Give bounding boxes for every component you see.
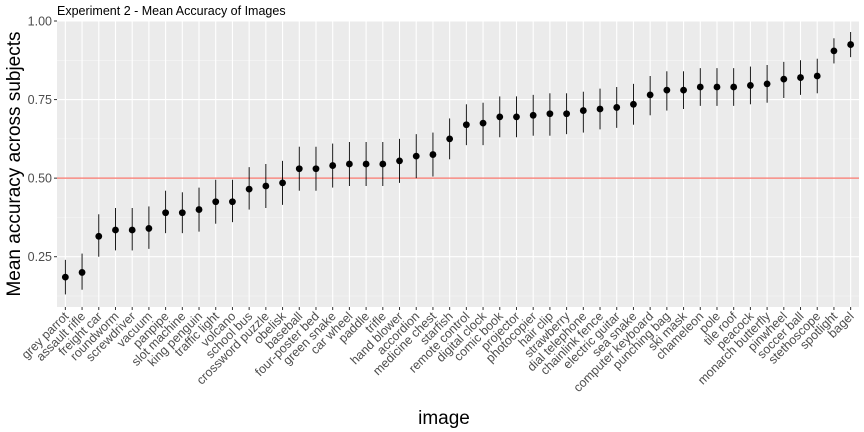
data-point: [229, 198, 236, 206]
y-axis-title: Mean accuracy across subjects: [4, 31, 25, 296]
data-point: [696, 83, 704, 91]
data-point: [780, 75, 788, 83]
data-point: [496, 113, 504, 121]
data-point: [529, 111, 537, 119]
data-point: [680, 86, 687, 94]
data-point: [513, 113, 520, 121]
data-point: [61, 273, 69, 281]
data-point: [128, 226, 136, 234]
data-point: [663, 86, 671, 94]
y-tick-label: 0.25: [28, 250, 52, 264]
data-point: [95, 232, 103, 240]
data-point: [145, 225, 153, 232]
data-point: [630, 100, 637, 108]
data-point: [412, 152, 420, 160]
data-points: [61, 41, 855, 281]
data-point: [613, 104, 621, 111]
data-point: [279, 179, 286, 187]
data-point: [813, 72, 821, 80]
data-point: [362, 160, 370, 168]
data-point: [195, 206, 203, 213]
data-point: [713, 83, 721, 91]
data-point: [730, 83, 738, 91]
data-point: [178, 209, 186, 217]
data-point: [797, 74, 804, 81]
data-point: [396, 157, 403, 165]
y-tick-label: 1.00: [28, 15, 52, 29]
data-point: [212, 198, 220, 206]
data-point: [646, 91, 654, 99]
plot-panel: [57, 21, 859, 307]
data-point: [830, 47, 838, 55]
y-tick-label: 0.50: [28, 172, 52, 186]
minor-gridlines: [57, 59, 859, 297]
data-point: [763, 80, 771, 88]
y-axis: 0.25 0.50 0.75 1.00: [28, 15, 57, 264]
data-point: [462, 121, 470, 129]
data-point: [379, 160, 387, 168]
data-point: [429, 151, 437, 158]
data-point: [546, 110, 554, 118]
data-point: [112, 226, 119, 234]
data-point: [563, 110, 571, 118]
data-point: [329, 162, 337, 169]
data-point: [847, 41, 855, 48]
data-point: [579, 107, 587, 114]
data-point: [345, 160, 353, 168]
data-point: [245, 185, 253, 193]
data-point: [312, 165, 320, 173]
data-point: [295, 165, 303, 173]
data-point: [162, 209, 170, 217]
y-tick-label: 0.75: [28, 93, 52, 107]
data-point: [479, 119, 487, 127]
chart-title: Experiment 2 - Mean Accuracy of Images: [57, 4, 286, 18]
data-point: [746, 82, 754, 89]
data-point: [446, 135, 454, 143]
data-point: [78, 269, 86, 276]
data-point: [596, 105, 604, 113]
data-point: [262, 182, 270, 190]
x-axis-title: image: [418, 408, 470, 429]
